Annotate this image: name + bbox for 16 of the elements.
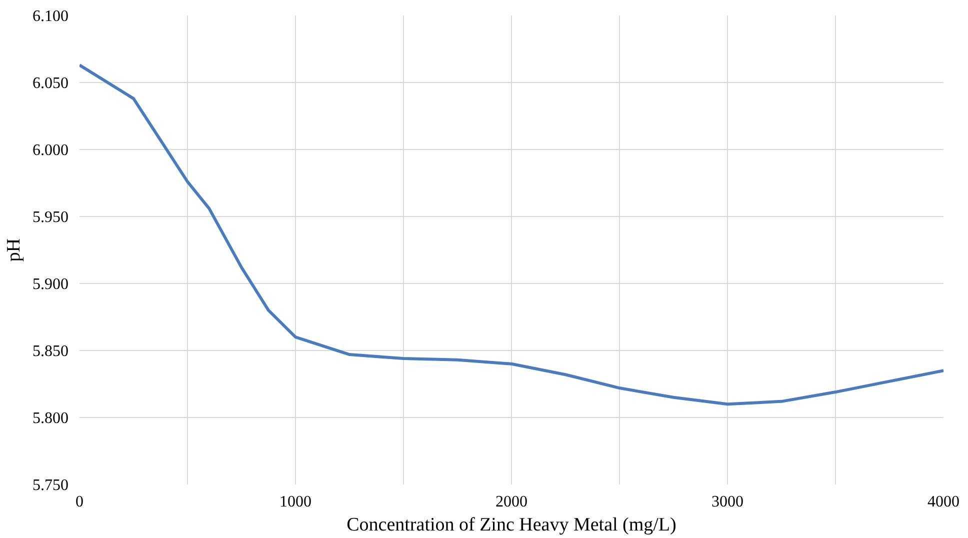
y-tick-label: 6.050 <box>32 75 68 92</box>
y-tick-label: 5.750 <box>32 477 68 494</box>
y-tick-label: 5.850 <box>32 343 68 360</box>
y-tick-label: 6.100 <box>32 8 68 25</box>
x-tick-label: 1000 <box>280 494 312 510</box>
y-tick-label: 5.800 <box>32 410 68 427</box>
y-axis-title: pH <box>4 238 24 262</box>
y-tick-label: 5.900 <box>32 276 68 293</box>
line-series <box>80 64 944 406</box>
x-tick-label: 2000 <box>496 494 528 510</box>
x-tick-label: 3000 <box>712 494 744 510</box>
x-tick-label: 4000 <box>928 494 960 510</box>
y-tick-label: 5.950 <box>32 209 68 226</box>
x-axis-title: Concentration of Zinc Heavy Metal (mg/L) <box>346 514 676 536</box>
y-tick-label: 6.000 <box>32 142 68 159</box>
x-tick-label: 0 <box>76 494 84 510</box>
